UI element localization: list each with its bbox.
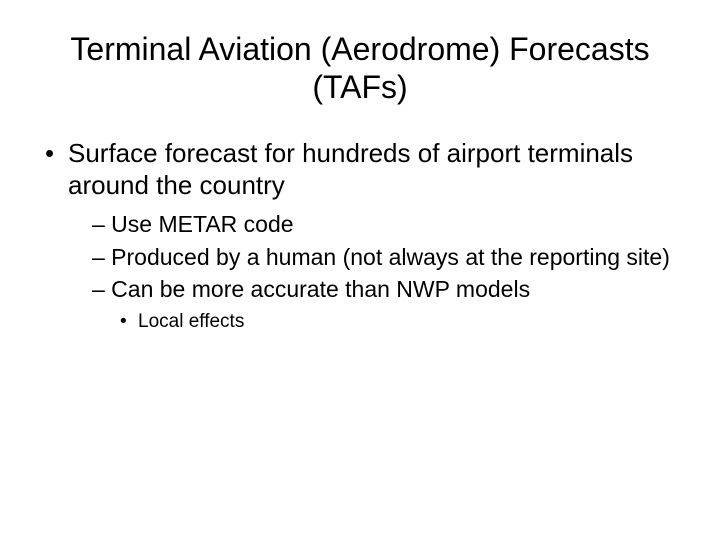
bullet-level2-item: – Can be more accurate than NWP models L…	[92, 275, 680, 334]
slide-title: Terminal Aviation (Aerodrome) Forecasts …	[40, 30, 680, 107]
bullet-list-level1: Surface forecast for hundreds of airport…	[40, 137, 680, 334]
bullet-text: – Use METAR code	[92, 211, 294, 237]
bullet-level1-item: Surface forecast for hundreds of airport…	[40, 137, 680, 334]
bullet-text: Local effects	[138, 311, 244, 332]
bullet-text: – Can be more accurate than NWP models	[92, 276, 530, 302]
bullet-text: Surface forecast for hundreds of airport…	[68, 138, 633, 201]
bullet-list-level3: Local effects	[92, 310, 680, 334]
bullet-text: – Produced by a human (not always at the…	[92, 244, 670, 270]
bullet-level3-item: Local effects	[120, 310, 680, 334]
bullet-level2-item: – Produced by a human (not always at the…	[92, 243, 680, 272]
bullet-list-level2: – Use METAR code – Produced by a human (…	[68, 210, 680, 334]
bullet-level2-item: – Use METAR code	[92, 210, 680, 239]
